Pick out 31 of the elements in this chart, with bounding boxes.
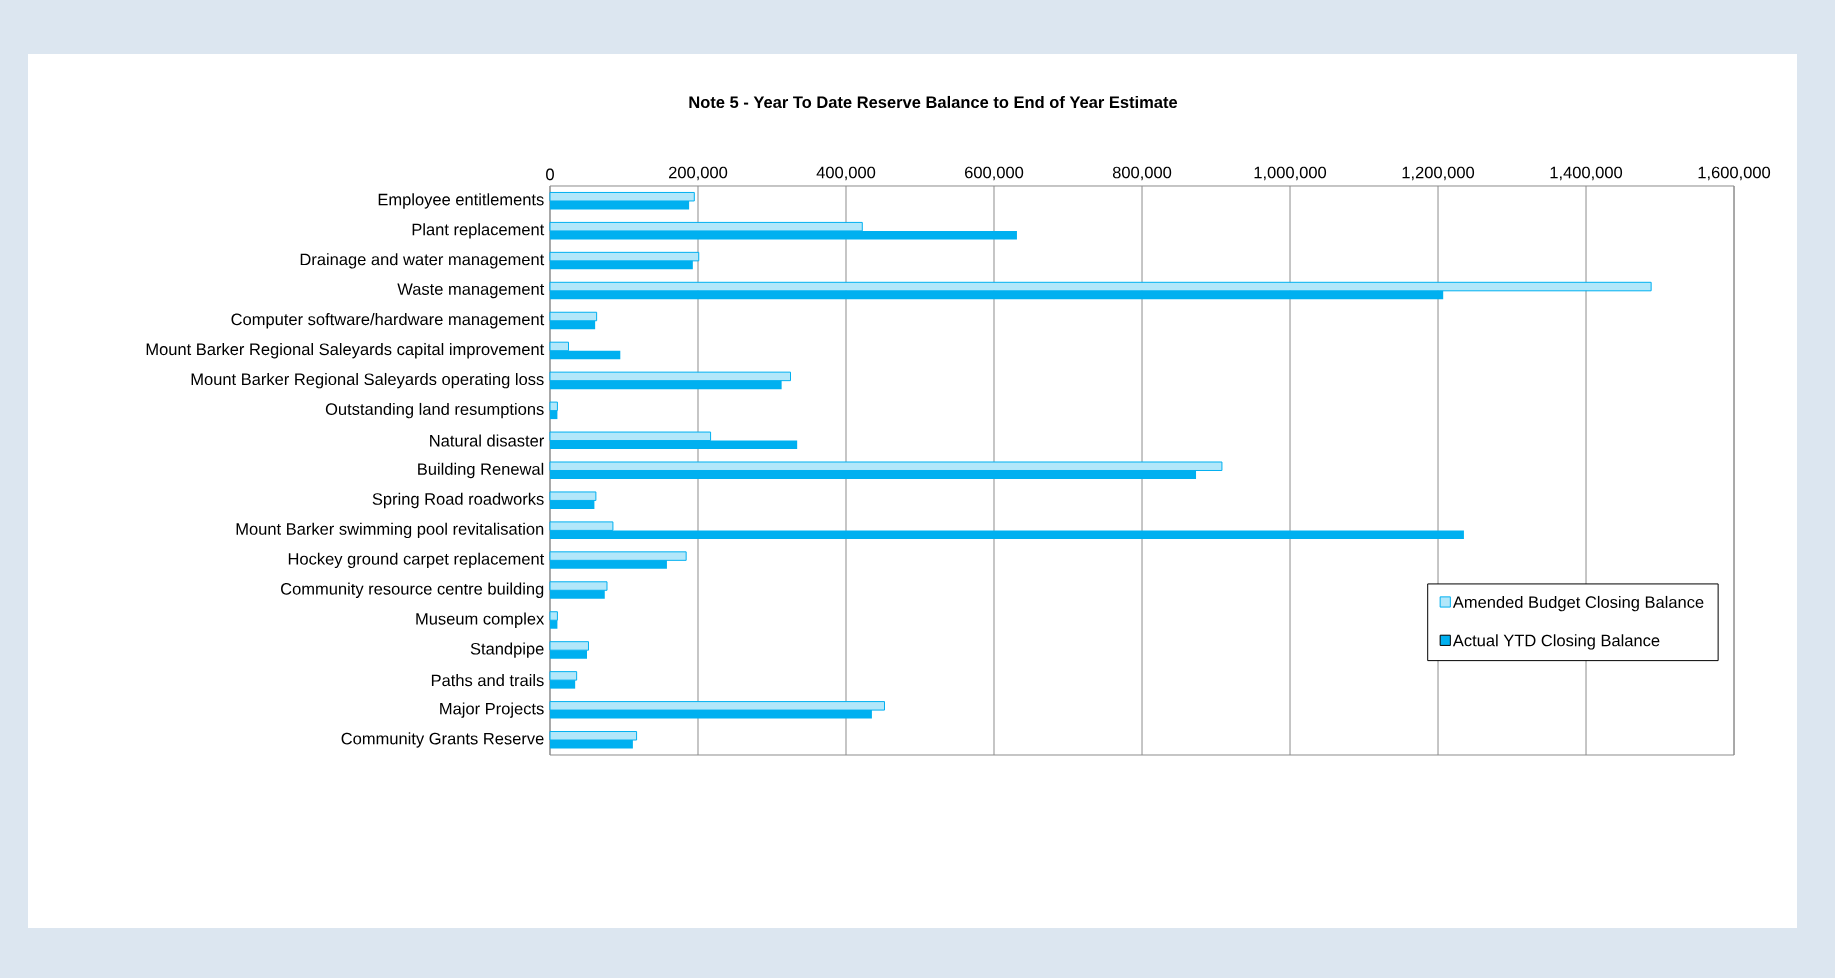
legend-label: Amended Budget Closing Balance: [1452, 595, 1704, 612]
chart-title: Note 5 - Year To Date Reserve Balance to End of Year Estimate: [689, 95, 1178, 109]
y-tick-label: Hockey ground carpet replacement: [288, 552, 545, 569]
y-tick-label: Spring Road roadworks: [372, 492, 544, 509]
y-tick-label: Computer software/hardware management: [231, 313, 545, 329]
y-tick-label: Major Projects: [440, 702, 544, 718]
x-tick-label: 1,200,000: [1402, 166, 1475, 181]
x-tick-label: 800,000: [1112, 166, 1172, 181]
y-tick-label: Museum complex: [416, 612, 545, 628]
y-tick-label: Building Renewal: [418, 462, 544, 479]
x-tick-label: 1,000,000: [1254, 166, 1327, 181]
y-tick-label: Community Grants Reserve: [341, 732, 544, 748]
x-tick-label: 200,000: [669, 166, 728, 181]
y-tick-label: Community resource centre building: [281, 582, 544, 598]
y-tick-label: Natural disaster: [430, 434, 544, 447]
x-tick-label: 1,600,000: [1698, 166, 1771, 181]
y-tick-label: Drainage and water management: [300, 253, 545, 269]
y-tick-label: Plant replacement: [412, 223, 545, 239]
y-tick-label: Waste management: [397, 283, 545, 299]
y-tick-label: Standpipe: [470, 642, 544, 658]
x-tick-label: 1,400,000: [1550, 166, 1623, 181]
x-tick-label: 0: [546, 168, 554, 181]
y-tick-label: Mount Barker Regional Saleyards operating loss: [191, 372, 544, 389]
y-tick-label: Mount Barker swimming pool revitalisation: [236, 522, 544, 539]
y-tick-label: Paths and trails: [431, 674, 544, 687]
x-tick-label: 600,000: [965, 166, 1024, 181]
x-tick-label: 400,000: [816, 166, 876, 181]
y-tick-label: Outstanding land resumptions: [325, 402, 544, 419]
y-tick-label: Mount Barker Regional Saleyards capital improvement: [146, 343, 545, 359]
legend-label: Actual YTD Closing Balance: [1452, 634, 1660, 650]
y-tick-label: Employee entitlements: [378, 193, 544, 209]
